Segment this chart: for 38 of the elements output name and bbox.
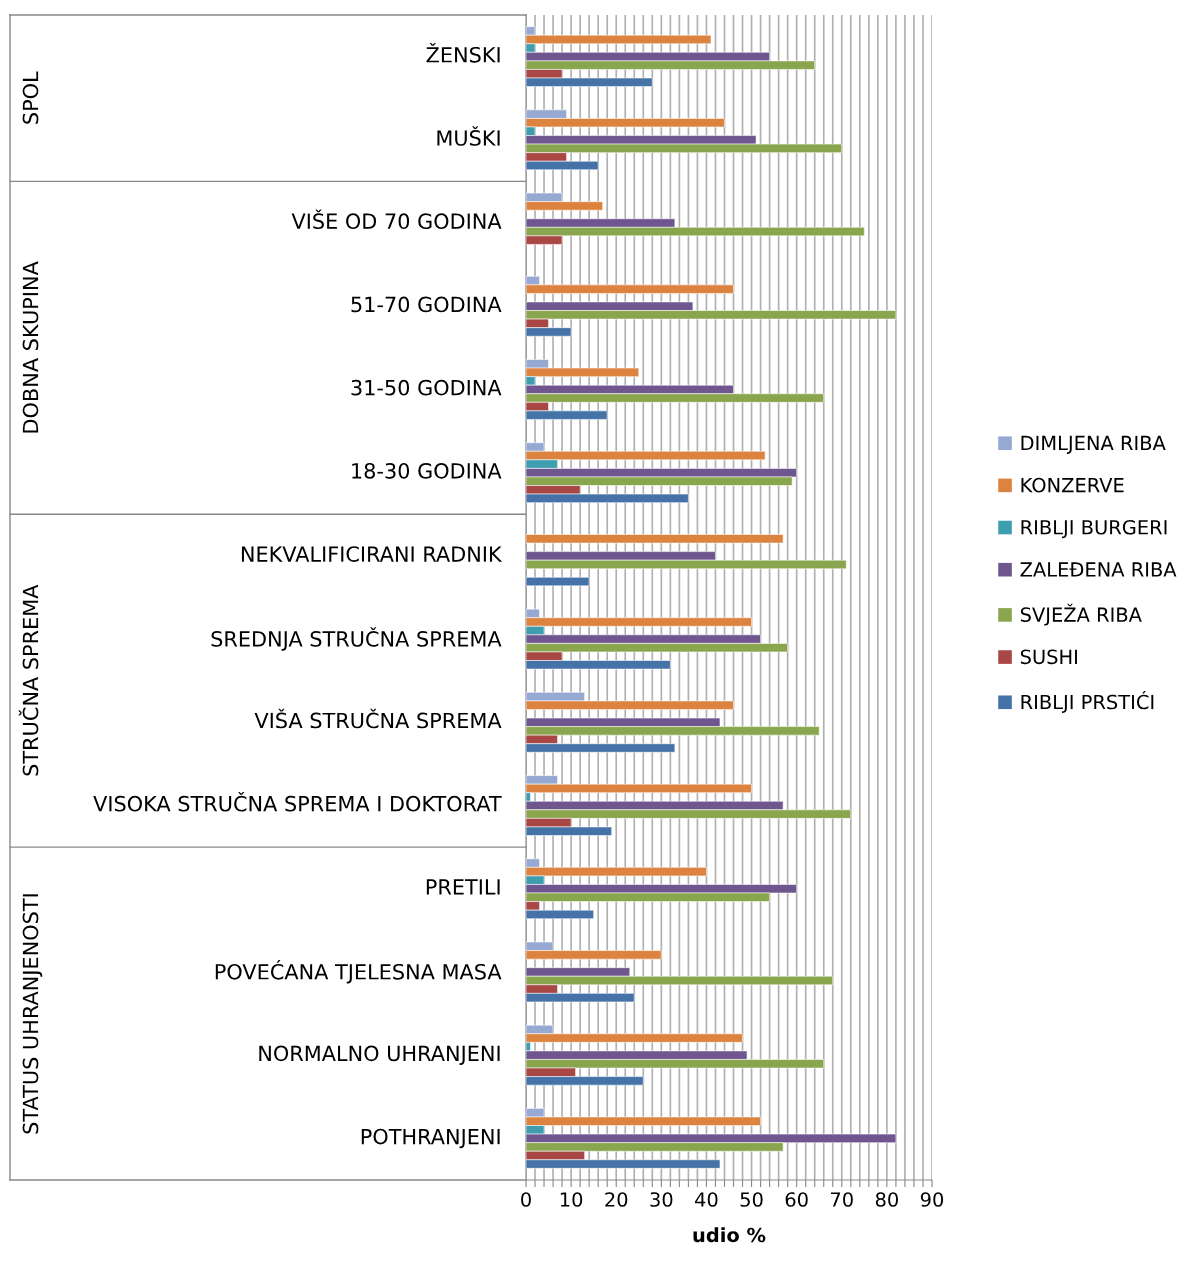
y-tick-label: PRETILI	[426, 879, 500, 895]
bar	[526, 534, 784, 544]
y-tick-label: NEKVALIFICIRANI RADNIK	[241, 546, 503, 562]
y-tick-label: 51-70 GODINA	[351, 296, 502, 313]
bar	[526, 577, 590, 587]
x-tick-label: 40	[695, 1192, 718, 1207]
x-tick-label: 80	[875, 1192, 898, 1207]
x-tick-label: 50	[740, 1192, 763, 1207]
x-tick-label: 0	[521, 1192, 531, 1207]
legend-label: SUSHI	[1020, 649, 1077, 665]
y-tick-label: 18-30 GODINA	[352, 462, 502, 479]
x-axis-title: udio %	[693, 1227, 766, 1243]
y-tick-label: VIŠE OD 70 GODINA	[291, 209, 502, 230]
y-tick-label: POTHRANJENI	[361, 1128, 500, 1149]
text: SPOL	[22, 71, 39, 124]
legend-label: ZALEĐENA RIBA	[1020, 562, 1177, 577]
text: STATUS UHRANJENOSTI	[22, 894, 43, 1134]
x-tick-label: 10	[560, 1192, 583, 1207]
x-tick-label: 30	[650, 1192, 673, 1207]
legend-label: RIBLJI PRSTIĆI	[1021, 691, 1154, 713]
y-tick-label: SREDNJA STRUČNA SPREMA	[211, 627, 502, 651]
x-tick-label: 60	[785, 1192, 808, 1207]
legend-label: SVJEŽA RIBA	[1020, 603, 1142, 626]
y-tick-label: ŽENSKI	[426, 43, 500, 63]
y-tick-label: VISOKA STRUČNA SPREMA I DOKTORAT	[93, 791, 502, 812]
legend-label: DIMLJENA RIBA	[1021, 435, 1166, 454]
x-tick-label: 70	[831, 1192, 853, 1207]
text: DOBNA SKUPINA	[22, 261, 39, 433]
x-tick-label: 90	[920, 1192, 944, 1207]
legend-label: RIBLJI BURGERI	[1021, 519, 1167, 539]
y-tick-label: NORMALNO UHRANJENI	[259, 1045, 500, 1066]
legend-label: KONZERVE	[1021, 477, 1124, 493]
y-tick-label: 31-50 GODINA	[351, 379, 502, 396]
x-tick-label: 20	[605, 1192, 628, 1207]
text: STRUČNA SPREMA	[18, 584, 39, 776]
y-tick-label: POVEĆANA TJELESNA MASA	[215, 960, 502, 984]
y-tick-label: VIŠA STRUČNA SPREMA	[254, 708, 502, 729]
y-tick-label: MUŠKI	[437, 126, 500, 146]
